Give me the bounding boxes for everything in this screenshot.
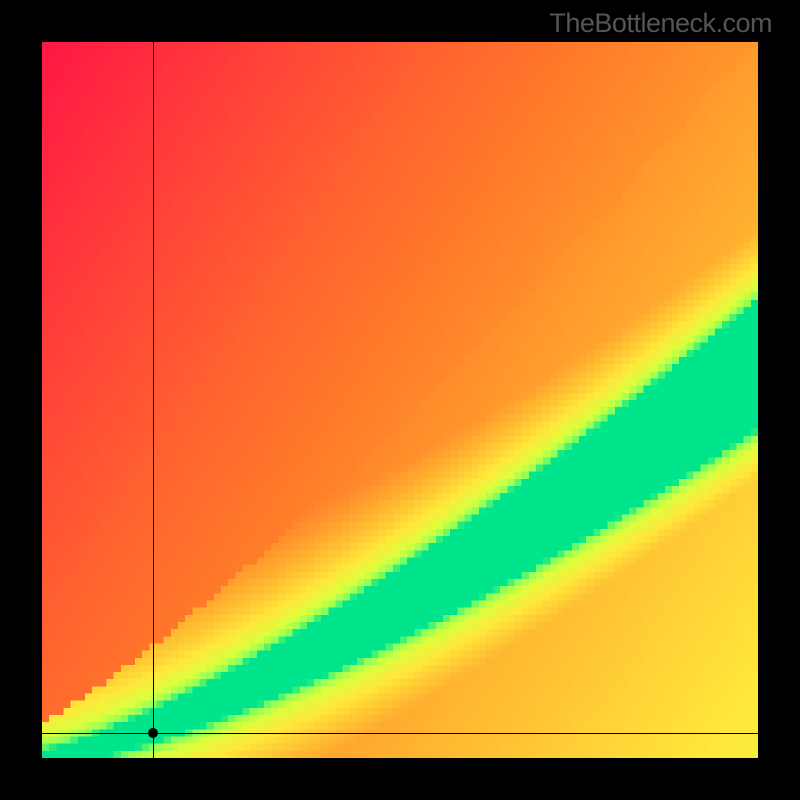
crosshair-point [148,728,158,738]
crosshair-vertical [153,42,154,758]
heatmap-canvas [42,42,758,758]
watermark-text: TheBottleneck.com [549,8,772,39]
heatmap-plot [42,42,758,758]
